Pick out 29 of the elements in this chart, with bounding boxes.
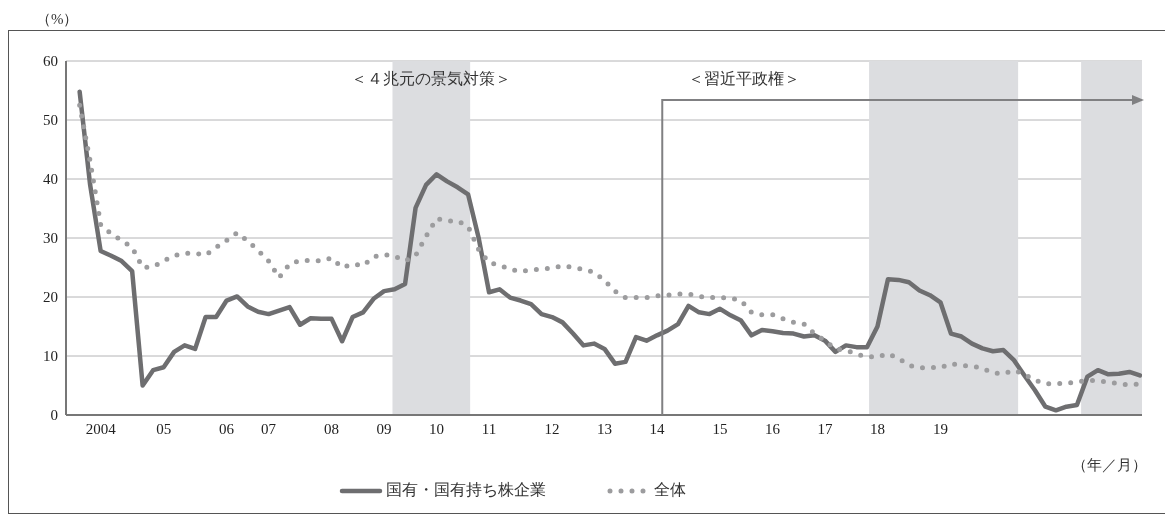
x-tick-label: 17 xyxy=(817,420,833,437)
x-tick-label: 10 xyxy=(429,420,445,437)
legend-label: 国有・国有持ち株企業 xyxy=(386,480,546,500)
x-tick-label: 06 xyxy=(219,420,235,437)
x-tick-label: 14 xyxy=(649,420,666,437)
y-tick-label: 50 xyxy=(43,112,58,129)
y-tick-label: 30 xyxy=(43,230,58,247)
annotation: ＜習近平政権＞ xyxy=(688,69,801,89)
x-axis-title: （年／月） xyxy=(1072,456,1147,475)
legend-label: 全体 xyxy=(654,480,686,500)
x-tick-label: 15 xyxy=(712,420,728,437)
x-tick-label: 05 xyxy=(156,420,172,437)
y-tick-label: 10 xyxy=(43,348,58,365)
x-tick-label: 09 xyxy=(376,420,392,437)
x-tick-label: 2004 xyxy=(85,420,117,437)
x-tick-label: 08 xyxy=(324,420,340,437)
y-axis-title: （%） xyxy=(36,10,79,29)
x-tick-label: 13 xyxy=(597,420,613,437)
annotation: ＜４兆元の景気対策＞ xyxy=(350,69,513,89)
y-tick-label: 60 xyxy=(43,53,58,70)
x-tick-label: 12 xyxy=(544,420,560,437)
y-tick-label: 0 xyxy=(50,407,58,424)
x-tick-label: 11 xyxy=(481,420,497,437)
y-tick-label: 40 xyxy=(43,171,58,188)
y-tick-label: 20 xyxy=(43,289,58,306)
x-tick-label: 16 xyxy=(764,420,781,437)
x-tick-label: 18 xyxy=(869,420,885,437)
x-tick-label: 07 xyxy=(261,420,277,437)
x-tick-label: 19 xyxy=(932,420,948,437)
